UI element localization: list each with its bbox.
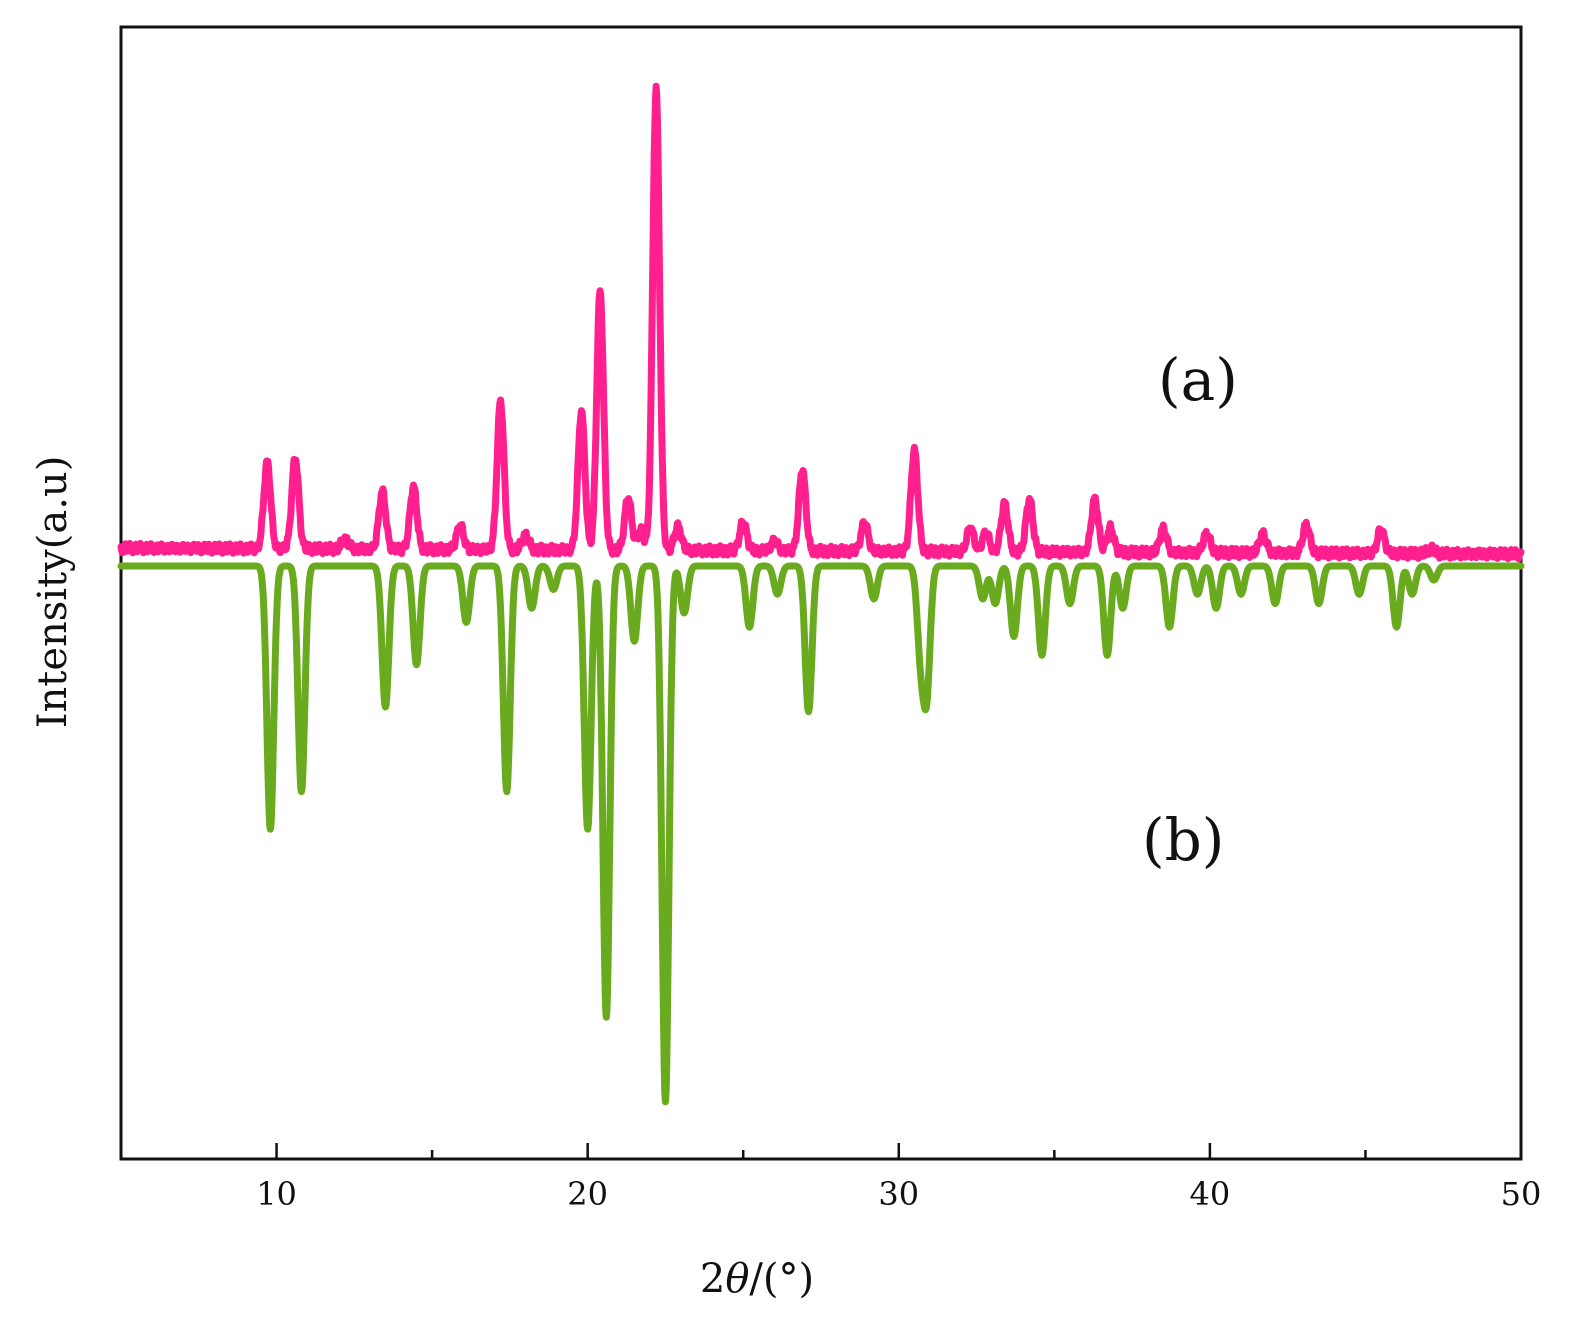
x-tick-label: 50 — [1501, 1175, 1542, 1213]
plot-frame — [119, 25, 1523, 1161]
series-a-line — [117, 82, 1525, 563]
x-tick-label: 40 — [1190, 1175, 1231, 1213]
x-ticks: 10 20 30 40 50 — [119, 1143, 1542, 1213]
annotation-b: (b) — [1142, 806, 1224, 874]
annotation-a: (a) — [1158, 346, 1238, 414]
x-tick-label: 10 — [256, 1175, 297, 1213]
x-axis-title: 2θ/(°) — [700, 1256, 814, 1302]
x-tick-label: 20 — [567, 1175, 608, 1213]
series-b-line — [117, 562, 1525, 1106]
y-axis-title: Intensity(a.u) — [30, 456, 76, 729]
x-tick-label: 30 — [878, 1175, 919, 1213]
